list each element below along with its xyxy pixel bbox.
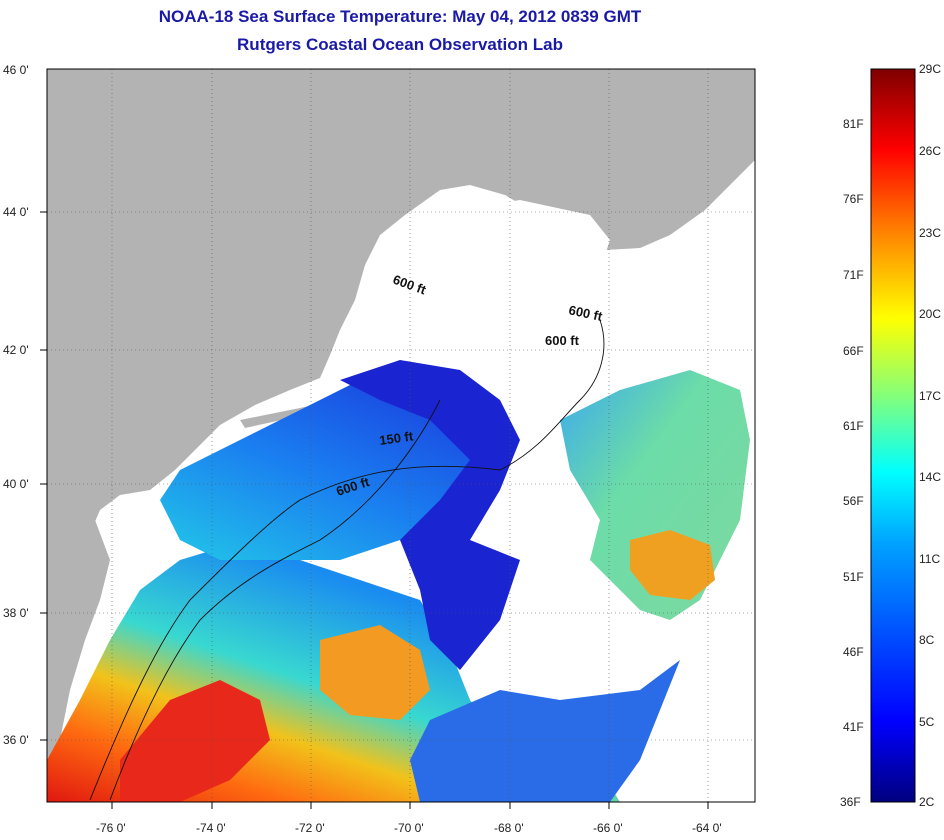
cb-celsius-23: 23C [919, 226, 941, 240]
cb-fahrenheit-46: 46F [843, 645, 864, 659]
map-title: NOAA-18 Sea Surface Temperature: May 04,… [158, 7, 642, 26]
cb-fahrenheit-56: 56F [843, 494, 864, 508]
lon-label-76: -76 0' [96, 821, 126, 835]
cb-celsius-8: 8C [919, 633, 935, 647]
sst-shelf-water [160, 370, 500, 560]
frame-ticks [40, 211, 709, 809]
cb-celsius-20: 20C [919, 307, 941, 321]
lon-label-74: -74 0' [196, 821, 226, 835]
lat-label-44: 44 0' [3, 205, 29, 219]
contour-label-150ft: 150 ft [378, 428, 414, 448]
cb-fahrenheit-76: 76F [843, 192, 864, 206]
isobath-150ft [109, 399, 441, 801]
map-frame [46, 68, 756, 803]
colorbar [870, 68, 916, 803]
cb-fahrenheit-51: 51F [843, 570, 864, 584]
lon-label-64: -64 0' [692, 821, 722, 835]
land-nova-scotia [605, 130, 755, 250]
lat-label-36: 36 0' [3, 733, 29, 747]
contour-label-600ft-2: 600 ft [567, 302, 604, 324]
cb-fahrenheit-61: 61F [843, 419, 864, 433]
cb-fahrenheit-71: 71F [843, 268, 864, 282]
lat-label-46: 46 0' [3, 63, 29, 77]
lon-label-70: -70 0' [394, 821, 424, 835]
cloud-gulf-of-maine [370, 200, 610, 360]
contour-label-600ft-3: 600 ft [545, 333, 580, 348]
cb-fahrenheit-36: 36F [840, 795, 861, 809]
cb-fahrenheit-41: 41F [843, 720, 864, 734]
lon-label-72: -72 0' [295, 821, 325, 835]
lat-label-42: 42 0' [3, 343, 29, 357]
lon-label-66: -66 0' [593, 821, 623, 835]
isobath-600ft [89, 319, 605, 801]
cb-celsius-5: 5C [919, 715, 935, 729]
land-mainland [47, 69, 755, 560]
cb-celsius-11: 11C [919, 552, 940, 566]
cb-fahrenheit-81: 81F [843, 117, 864, 131]
cb-fahrenheit-66: 66F [843, 344, 864, 358]
map-subtitle: Rutgers Coastal Ocean Observation Lab [237, 35, 563, 54]
cb-celsius-14: 14C [919, 470, 941, 484]
cb-celsius-2: 2C [919, 795, 935, 809]
sst-hot-core [120, 680, 270, 802]
cb-celsius-29: 29C [919, 62, 941, 76]
cb-celsius-26: 26C [919, 144, 941, 158]
land-delmarva [47, 520, 110, 760]
sst-southeast-blue [410, 660, 680, 802]
lon-label-68: -68 0' [494, 821, 524, 835]
sst-cold-slope [340, 360, 520, 670]
sst-warm-patch-central [320, 625, 430, 720]
cb-celsius-17: 17C [919, 389, 941, 403]
lat-label-40: 40 0' [3, 477, 29, 491]
lat-label-38: 38 0' [3, 606, 29, 620]
sst-warm-eddy-east [630, 530, 715, 600]
